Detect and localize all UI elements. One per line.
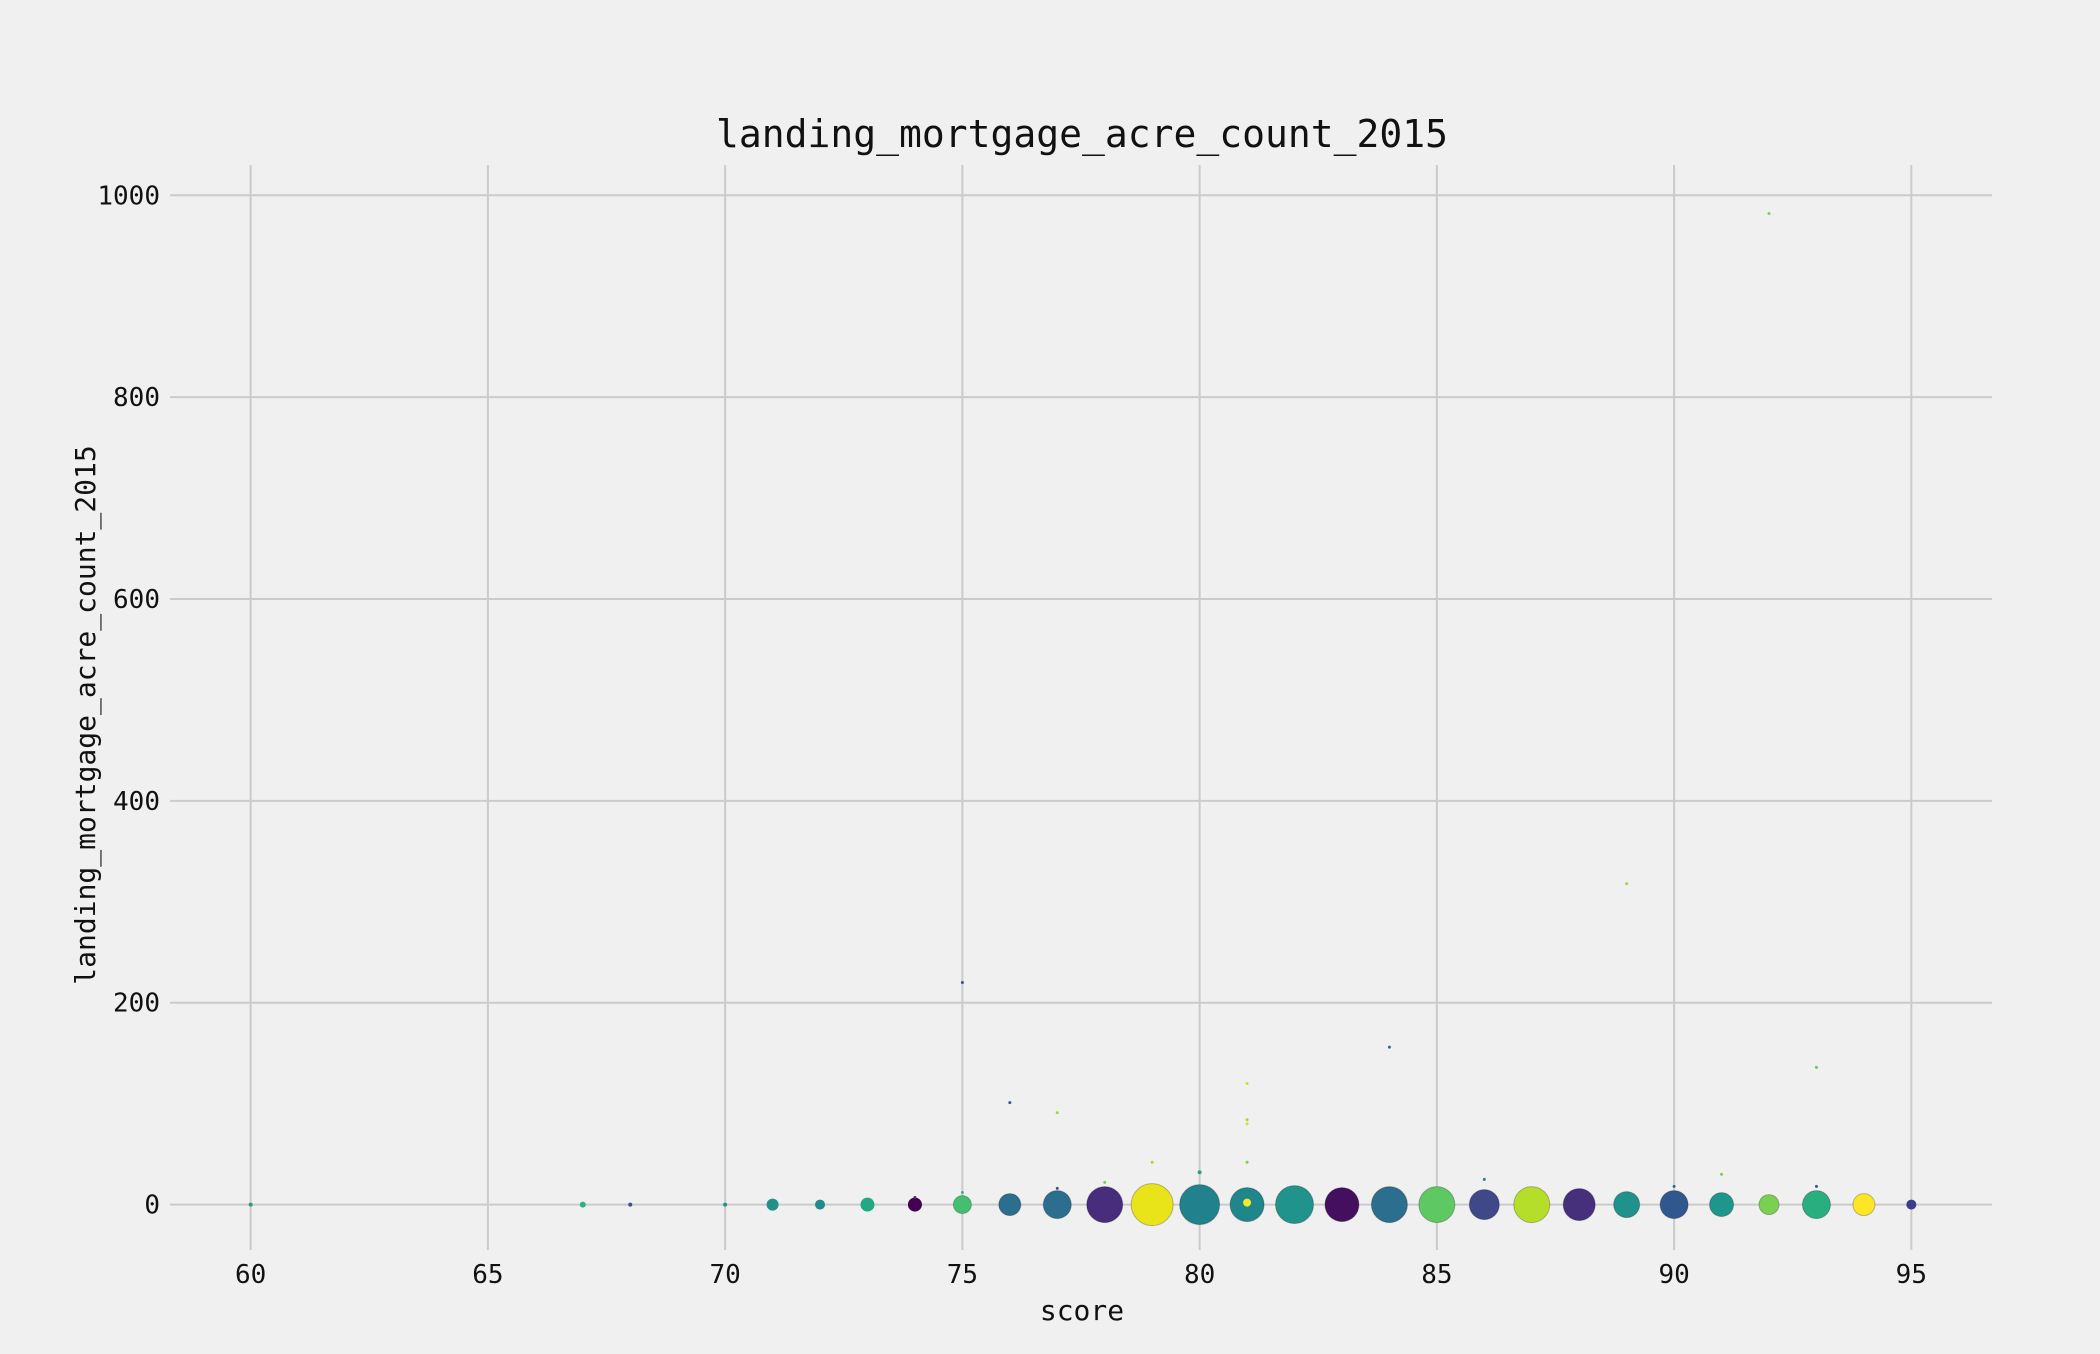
data-point — [1672, 1184, 1676, 1188]
data-point — [960, 981, 964, 985]
data-point — [1179, 1184, 1221, 1226]
data-point — [960, 1190, 964, 1194]
data-point — [579, 1201, 586, 1208]
data-point — [1513, 1186, 1551, 1224]
data-point — [766, 1198, 779, 1211]
data-point — [1562, 1188, 1596, 1222]
data-point — [1387, 1045, 1391, 1049]
data-point — [1370, 1186, 1408, 1224]
data-point — [1906, 1199, 1917, 1210]
x-tick-label: 85 — [1421, 1260, 1452, 1290]
data-point — [1245, 1118, 1249, 1122]
data-point — [1130, 1183, 1174, 1227]
data-point — [1482, 1177, 1486, 1181]
chart-title: landing_mortgage_acre_count_2015 — [716, 112, 1448, 157]
data-point — [815, 1199, 826, 1210]
data-point — [1814, 1184, 1818, 1188]
data-point — [1275, 1185, 1315, 1225]
x-axis-label: score — [1040, 1294, 1124, 1327]
data-point — [1758, 1194, 1780, 1216]
grid-layer — [170, 165, 1992, 1250]
data-point — [1801, 1190, 1831, 1220]
data-point — [1197, 1170, 1202, 1175]
data-point — [1042, 1190, 1072, 1220]
y-tick-label: 800 — [113, 383, 160, 413]
data-point — [1418, 1186, 1456, 1224]
x-tick-label: 75 — [947, 1260, 978, 1290]
x-tick-label: 60 — [235, 1260, 266, 1290]
data-point — [1245, 1122, 1249, 1126]
data-point — [1243, 1198, 1252, 1207]
data-point — [628, 1202, 633, 1207]
data-point — [1055, 1186, 1059, 1190]
data-point — [860, 1197, 875, 1212]
data-point — [1086, 1186, 1124, 1224]
tick-label-layer: 60 65 70 75 80 85 90 95 0 200 400 600 800 1000 — [97, 181, 1927, 1290]
y-tick-label: 0 — [144, 1191, 160, 1221]
data-point — [248, 1202, 253, 1207]
y-axis-label: landing_mortgage_acre_count_2015 — [69, 445, 103, 984]
data-point — [1814, 1065, 1818, 1069]
y-tick-label: 1000 — [97, 181, 160, 211]
data-point — [723, 1202, 728, 1207]
x-tick-label: 90 — [1658, 1260, 1689, 1290]
data-point — [1625, 882, 1629, 886]
x-tick-label: 65 — [472, 1260, 503, 1290]
data-point — [1150, 1160, 1154, 1164]
data-point — [1659, 1190, 1689, 1220]
data-point — [1613, 1191, 1641, 1219]
data-point — [1245, 1160, 1249, 1164]
data-point — [1324, 1187, 1360, 1223]
x-tick-label: 95 — [1896, 1260, 1927, 1290]
data-point — [1709, 1192, 1735, 1218]
data-point — [1245, 1081, 1249, 1085]
x-tick-label: 70 — [709, 1260, 740, 1290]
y-tick-label: 400 — [113, 787, 160, 817]
x-tick-label: 80 — [1184, 1260, 1215, 1290]
y-tick-label: 200 — [113, 989, 160, 1019]
data-point — [952, 1195, 972, 1215]
data-point — [1767, 211, 1771, 215]
data-point — [1055, 1111, 1059, 1115]
data-point-layer — [248, 211, 1917, 1227]
data-point — [998, 1193, 1022, 1217]
y-tick-label: 600 — [113, 585, 160, 615]
data-point — [1468, 1189, 1500, 1221]
data-point — [1852, 1193, 1876, 1217]
data-point — [1103, 1180, 1107, 1184]
data-point — [1720, 1172, 1724, 1176]
data-point — [913, 1196, 917, 1200]
data-point — [1008, 1101, 1012, 1105]
data-point — [907, 1197, 922, 1212]
